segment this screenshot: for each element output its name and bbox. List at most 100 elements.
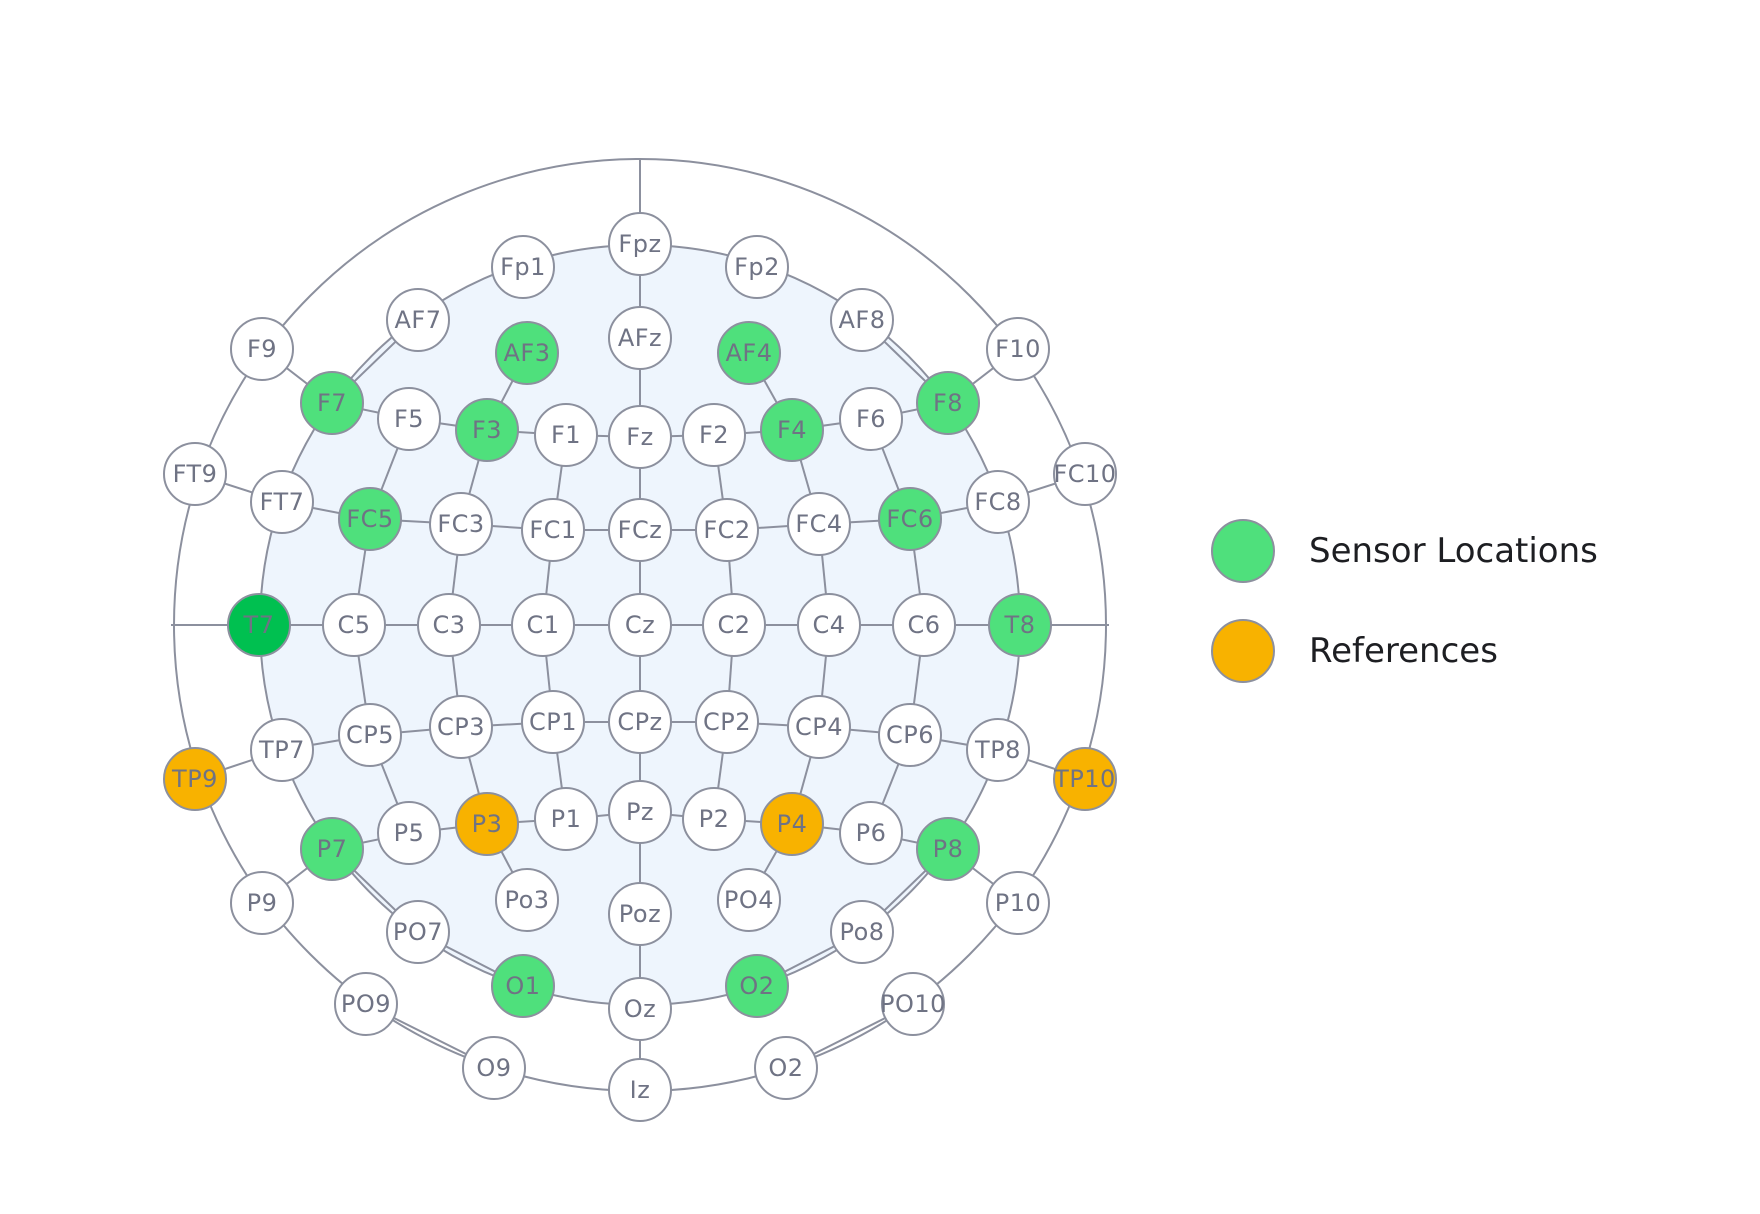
electrode-circle xyxy=(717,321,781,385)
electrode-cp5: CP5 xyxy=(338,703,402,767)
electrode-label: T8 xyxy=(1004,611,1036,639)
electrode-label: CP3 xyxy=(437,713,485,741)
electrode-label: CP2 xyxy=(703,708,751,736)
legend-swatch-reference xyxy=(1211,619,1275,683)
electrode-nodes: Fpz Fp1 Fp2 AF7 AF8 AFz AF3 AF4 F9 F10 F7 F5 F3 F1 Fz F… xyxy=(163,212,1117,1122)
electrode-circle xyxy=(608,306,672,370)
electrode-circle xyxy=(455,792,519,856)
electrode-label: F9 xyxy=(247,335,277,363)
electrode-label: F4 xyxy=(777,416,807,444)
electrode-label: P9 xyxy=(247,889,278,917)
electrode-fcz: FCz xyxy=(608,498,672,562)
electrode-c1: C1 xyxy=(511,593,575,657)
electrode-label: CP1 xyxy=(529,708,577,736)
electrode-p8: P8 xyxy=(916,817,980,881)
electrode-circle xyxy=(230,317,294,381)
electrode-label: PO7 xyxy=(393,918,443,946)
electrode-circle xyxy=(839,801,903,865)
electrode-p5: P5 xyxy=(377,801,441,865)
electrode-circle xyxy=(491,954,555,1018)
electrode-circle xyxy=(511,593,575,657)
electrode-label: FC2 xyxy=(703,516,750,544)
electrode-t8: T8 xyxy=(988,593,1052,657)
electrode-circle xyxy=(300,371,364,435)
electrode-circle xyxy=(754,1036,818,1100)
electrode-oz: Oz xyxy=(608,977,672,1041)
electrode-circle xyxy=(839,387,903,451)
electrode-cp3: CP3 xyxy=(429,695,493,759)
electrode-circle xyxy=(892,593,956,657)
electrode-p1: P1 xyxy=(534,787,598,851)
electrode-label: P8 xyxy=(933,835,964,863)
electrode-label: P3 xyxy=(472,810,503,838)
electrode-circle xyxy=(429,695,493,759)
electrode-f3: F3 xyxy=(455,398,519,462)
legend-swatch-sensor xyxy=(1211,519,1275,583)
electrode-af7: AF7 xyxy=(386,288,450,352)
electrode-af8: AF8 xyxy=(830,288,894,352)
electrode-label: O2 xyxy=(768,1054,803,1082)
electrode-c4: C4 xyxy=(797,593,861,657)
electrode-p7: P7 xyxy=(300,817,364,881)
electrode-circle xyxy=(717,868,781,932)
electrode-label: P6 xyxy=(856,819,887,847)
electrode-label: AFz xyxy=(618,324,662,352)
electrode-label: CP6 xyxy=(886,721,934,749)
electrode-fc8: FC8 xyxy=(966,470,1030,534)
electrode-label: P10 xyxy=(995,889,1042,917)
electrode-circle xyxy=(338,487,402,551)
electrode-cp1: CP1 xyxy=(521,690,585,754)
electrode-circle xyxy=(608,780,672,844)
electrode-f4: F4 xyxy=(760,398,824,462)
electrode-circle xyxy=(608,690,672,754)
electrode-label: AF7 xyxy=(395,306,442,334)
electrode-label: P1 xyxy=(551,805,582,833)
electrode-circle xyxy=(250,718,314,782)
electrode-circle xyxy=(608,593,672,657)
electrode-label: FC3 xyxy=(437,510,484,538)
electrode-o2: O2 xyxy=(754,1036,818,1100)
electrode-label: O9 xyxy=(476,1054,511,1082)
electrode-circle xyxy=(386,900,450,964)
electrode-p3: P3 xyxy=(455,792,519,856)
electrode-label: PO9 xyxy=(341,990,391,1018)
electrode-circle xyxy=(250,470,314,534)
electrode-circle xyxy=(521,498,585,562)
electrode-label: CP5 xyxy=(346,721,394,749)
electrode-circle xyxy=(725,954,789,1018)
electrode-label: C6 xyxy=(907,611,940,639)
electrode-circle xyxy=(608,498,672,562)
electrode-circle xyxy=(797,593,861,657)
electrode-f6: F6 xyxy=(839,387,903,451)
electrode-p9: P9 xyxy=(230,871,294,935)
electrode-circle xyxy=(760,792,824,856)
electrode-label: FC10 xyxy=(1053,460,1116,488)
electrode-circle xyxy=(386,288,450,352)
electrode-fc4: FC4 xyxy=(787,492,851,556)
electrode-p2: P2 xyxy=(682,787,746,851)
electrode-circle xyxy=(695,498,759,562)
electrode-circle xyxy=(534,787,598,851)
electrode-circle xyxy=(682,403,746,467)
electrode-label: F1 xyxy=(551,421,581,449)
legend-item-reference: References xyxy=(1211,619,1498,683)
electrode-tp10: TP10 xyxy=(1053,747,1117,811)
electrode-label: C4 xyxy=(812,611,845,639)
electrode-circle xyxy=(608,977,672,1041)
electrode-label: F7 xyxy=(317,389,347,417)
electrode-fpz: Fpz xyxy=(608,212,672,276)
electrode-circle xyxy=(966,470,1030,534)
electrode-label: C2 xyxy=(717,611,750,639)
electrode-circle xyxy=(163,747,227,811)
electrode-circle xyxy=(429,492,493,556)
electrode-label: FC8 xyxy=(974,488,1021,516)
electrode-po9: PO9 xyxy=(334,972,398,1036)
electrode-circle xyxy=(377,801,441,865)
electrode-poz: Poz xyxy=(608,882,672,946)
electrode-f10: F10 xyxy=(986,317,1050,381)
electrode-fz: Fz xyxy=(608,405,672,469)
electrode-circle xyxy=(322,593,386,657)
electrode-circle xyxy=(988,593,1052,657)
electrode-label: F2 xyxy=(699,421,729,449)
electrode-f9: F9 xyxy=(230,317,294,381)
